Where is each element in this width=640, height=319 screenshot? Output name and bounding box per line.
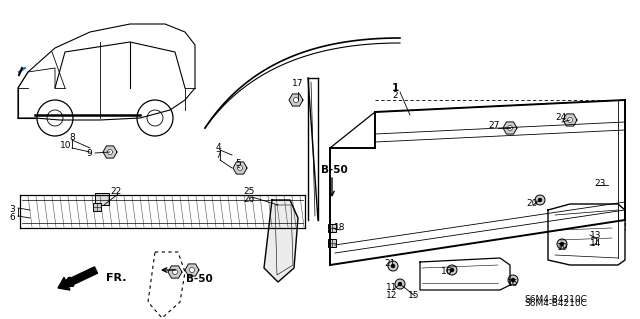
Circle shape — [391, 264, 395, 268]
Text: 25: 25 — [243, 188, 255, 197]
Circle shape — [108, 150, 113, 154]
Text: 26: 26 — [243, 196, 255, 204]
Text: 9: 9 — [86, 149, 92, 158]
Text: 2: 2 — [392, 92, 398, 100]
Polygon shape — [103, 146, 117, 158]
Text: 15: 15 — [408, 292, 420, 300]
Circle shape — [294, 98, 298, 102]
Circle shape — [173, 270, 177, 275]
Text: FR.: FR. — [106, 273, 127, 283]
Text: 8: 8 — [69, 133, 75, 143]
Text: 12: 12 — [387, 292, 397, 300]
FancyArrow shape — [58, 267, 97, 290]
Circle shape — [395, 279, 405, 289]
Text: 19: 19 — [557, 243, 569, 253]
Text: 13: 13 — [590, 232, 602, 241]
Polygon shape — [289, 94, 303, 106]
Polygon shape — [264, 200, 298, 282]
Polygon shape — [503, 122, 517, 134]
Bar — [93, 203, 101, 211]
Text: B-50: B-50 — [186, 274, 212, 284]
Circle shape — [189, 268, 195, 272]
Circle shape — [447, 265, 457, 275]
Bar — [328, 239, 336, 247]
Circle shape — [508, 275, 518, 285]
Text: 22: 22 — [110, 188, 122, 197]
Text: 4: 4 — [215, 144, 221, 152]
Text: 27: 27 — [488, 122, 500, 130]
Text: 11: 11 — [387, 283, 397, 292]
Text: 23: 23 — [595, 179, 605, 188]
Bar — [328, 224, 336, 232]
Text: 3: 3 — [9, 205, 15, 214]
Circle shape — [388, 261, 398, 271]
Polygon shape — [563, 114, 577, 126]
Circle shape — [511, 278, 515, 282]
Circle shape — [535, 195, 545, 205]
Text: 21: 21 — [384, 259, 396, 269]
Circle shape — [560, 242, 564, 246]
Text: 10: 10 — [60, 142, 72, 151]
Text: 20: 20 — [526, 198, 538, 207]
Bar — [95, 193, 109, 205]
Text: 1: 1 — [392, 83, 399, 93]
Circle shape — [557, 239, 567, 249]
Text: 7: 7 — [215, 152, 221, 160]
Polygon shape — [233, 162, 247, 174]
Text: 6: 6 — [9, 213, 15, 222]
Text: 18: 18 — [334, 224, 346, 233]
Text: 5: 5 — [235, 159, 241, 167]
Text: 17: 17 — [292, 79, 304, 88]
Text: B-50: B-50 — [321, 165, 348, 175]
Circle shape — [450, 268, 454, 272]
Text: S6M4-B4210C: S6M4-B4210C — [525, 299, 588, 308]
Circle shape — [237, 166, 243, 170]
Text: 14: 14 — [590, 240, 602, 249]
Circle shape — [508, 125, 513, 130]
Circle shape — [568, 117, 573, 122]
Text: 16: 16 — [441, 268, 452, 277]
Polygon shape — [168, 266, 182, 278]
Circle shape — [398, 282, 402, 286]
Text: S6M4-B4210C: S6M4-B4210C — [525, 294, 588, 303]
Circle shape — [538, 198, 542, 202]
Polygon shape — [185, 264, 199, 276]
Text: 24: 24 — [556, 114, 566, 122]
Text: 16: 16 — [508, 278, 519, 287]
